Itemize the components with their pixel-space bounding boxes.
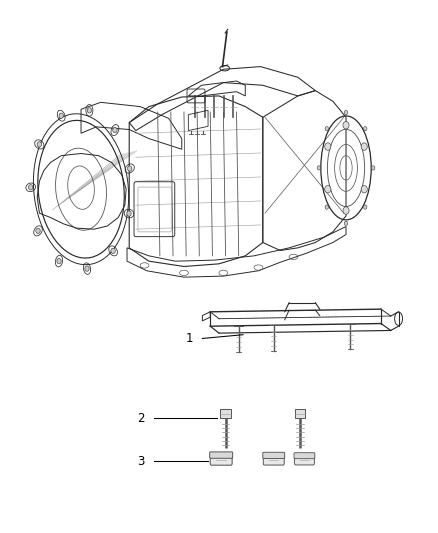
Circle shape [28,184,33,190]
FancyBboxPatch shape [294,456,314,465]
Circle shape [59,113,64,118]
Circle shape [317,166,321,170]
FancyBboxPatch shape [294,453,315,459]
Circle shape [37,142,42,147]
FancyBboxPatch shape [210,452,233,458]
Circle shape [361,143,367,150]
Circle shape [325,143,331,150]
Circle shape [343,207,349,214]
Circle shape [325,126,328,131]
Circle shape [325,205,328,209]
Circle shape [344,110,348,115]
Circle shape [361,185,367,193]
FancyBboxPatch shape [210,456,232,465]
Circle shape [57,259,61,264]
Circle shape [344,221,348,225]
Circle shape [371,166,375,170]
Circle shape [364,126,367,131]
Circle shape [87,108,92,113]
FancyBboxPatch shape [263,453,285,458]
Circle shape [113,127,117,133]
FancyBboxPatch shape [263,456,284,465]
Circle shape [364,205,367,209]
Circle shape [85,266,89,271]
Circle shape [127,211,131,216]
Text: 2: 2 [137,412,145,425]
Circle shape [111,248,115,254]
FancyBboxPatch shape [220,409,231,418]
Circle shape [343,122,349,129]
FancyBboxPatch shape [295,409,305,418]
Circle shape [36,228,40,233]
Text: 1: 1 [185,332,193,345]
Circle shape [325,185,331,193]
Text: 3: 3 [137,455,145,467]
Circle shape [127,166,132,171]
